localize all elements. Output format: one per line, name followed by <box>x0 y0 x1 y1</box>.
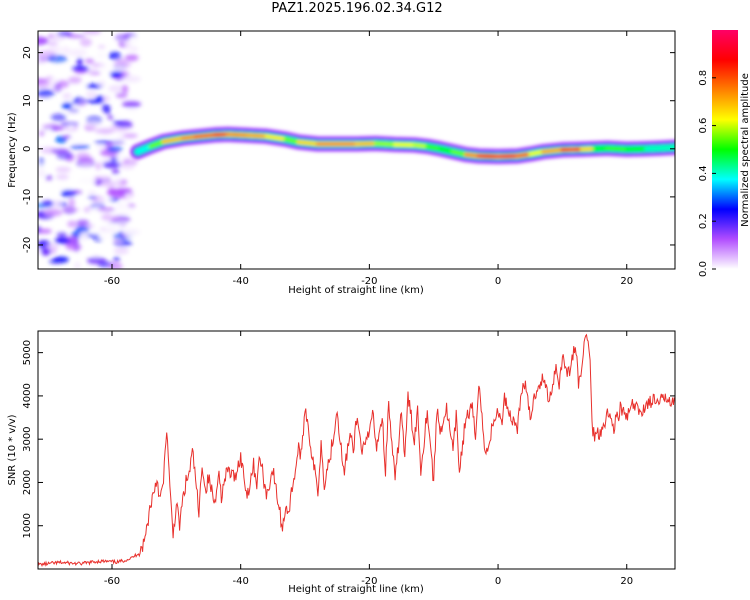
colorbar-gradient <box>712 30 738 269</box>
spectrogram-x-tick-label: -40 <box>233 276 249 287</box>
colorbar-tick-label: 0.2 <box>698 213 709 229</box>
colorbar: 0.0 0.2 0.4 0.6 0.8 Normalized spectral ampl… <box>698 30 750 277</box>
snr-x-axis-label: Height of straight line (km) <box>288 584 424 595</box>
snr-frame <box>37 330 676 570</box>
spectrogram-panel: -60 -40 -20 0 20 -20 -10 0 10 20 Height of strai… <box>7 30 676 296</box>
snr-y-tick-label: 3000 <box>22 426 33 451</box>
spectrogram-x-axis: -60 -40 -20 0 20 <box>104 31 633 287</box>
spectrogram-x-axis-label: Height of straight line (km) <box>288 285 424 296</box>
colorbar-label: Normalized spectral amplitude <box>740 73 750 227</box>
snr-series-line <box>38 333 675 568</box>
spectrogram-y-tick-label: 10 <box>22 94 33 107</box>
spectrogram-frame <box>37 30 676 270</box>
snr-y-axis-label: SNR (10 * v/v) <box>7 414 18 485</box>
spectrogram-x-tick-label: -20 <box>361 276 377 287</box>
colorbar-tick-label: 0.4 <box>698 165 709 181</box>
snr-y-tick-label: 1000 <box>22 513 33 538</box>
spectrogram-image <box>38 31 675 269</box>
spectrogram-y-tick-label: 20 <box>22 46 33 59</box>
spectrogram-ridge <box>129 126 675 165</box>
spectrogram-y-tick-label: 0 <box>22 146 33 152</box>
snr-x-tick-label: 0 <box>495 576 501 587</box>
spectrogram-y-axis: -20 -10 0 10 20 <box>22 46 675 253</box>
colorbar-tick-label: 0.6 <box>698 118 709 134</box>
snr-y-axis: 1000 2000 3000 4000 5000 <box>22 340 675 538</box>
snr-x-axis: -60 -40 -20 0 20 <box>104 331 633 587</box>
page-title: PAZ1.2025.196.02.34.G12 <box>271 1 443 16</box>
colorbar-tick-label: 0.0 <box>698 261 709 277</box>
spectrogram-x-tick-label: -60 <box>104 276 120 287</box>
spectrogram-y-tick-label: -10 <box>22 189 33 205</box>
colorbar-tick-label: 0.8 <box>698 70 709 86</box>
spectrogram-noise-region <box>38 31 142 269</box>
snr-x-tick-label: -40 <box>233 576 249 587</box>
spectrogram-x-tick-label: 20 <box>620 276 633 287</box>
spectrogram-x-tick-label: 0 <box>495 276 501 287</box>
snr-x-tick-label: -60 <box>104 576 120 587</box>
snr-y-tick-label: 2000 <box>22 470 33 495</box>
snr-y-tick-label: 5000 <box>22 340 33 365</box>
colorbar-ticks: 0.0 0.2 0.4 0.6 0.8 <box>698 70 716 277</box>
snr-y-tick-label: 4000 <box>22 383 33 408</box>
snr-panel: -60 -40 -20 0 20 1000 2000 3000 4000 5000 Height… <box>7 330 676 595</box>
snr-x-tick-label: -20 <box>361 576 377 587</box>
spectrogram-y-tick-label: -20 <box>22 237 33 253</box>
snr-x-tick-label: 20 <box>620 576 633 587</box>
spectrogram-y-axis-label: Frequency (Hz) <box>7 112 18 188</box>
